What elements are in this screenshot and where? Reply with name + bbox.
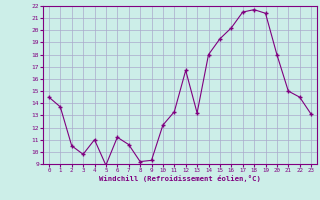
X-axis label: Windchill (Refroidissement éolien,°C): Windchill (Refroidissement éolien,°C) (99, 175, 261, 182)
